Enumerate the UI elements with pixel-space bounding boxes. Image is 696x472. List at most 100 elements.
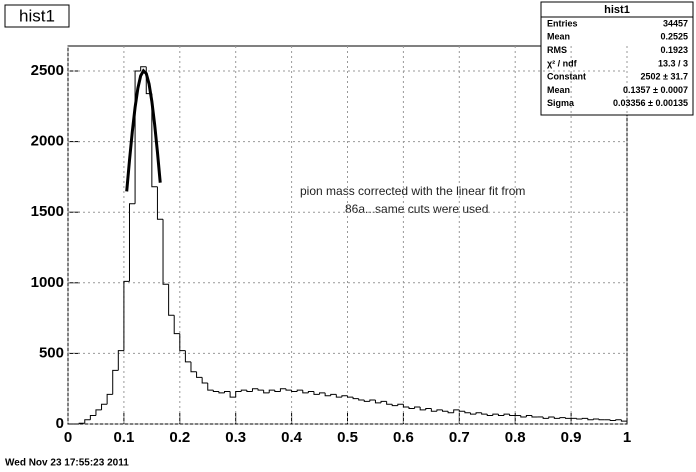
x-tick-label: 0.5 bbox=[337, 429, 358, 446]
x-tick-label: 0.8 bbox=[505, 429, 526, 446]
histogram-bin bbox=[330, 393, 337, 396]
histogram-bin bbox=[408, 407, 415, 409]
histogram-bin bbox=[274, 390, 281, 393]
histogram-bin bbox=[117, 350, 124, 371]
histogram-bin bbox=[447, 411, 454, 414]
stats-value: 2502 ± 31.7 bbox=[641, 72, 688, 82]
histogram-bin bbox=[279, 388, 287, 392]
histogram-bin bbox=[453, 409, 460, 413]
histogram-bin bbox=[190, 361, 197, 373]
stats-label: Mean bbox=[547, 85, 570, 95]
histogram-bin bbox=[207, 383, 214, 391]
histogram-bin bbox=[84, 419, 91, 424]
histogram-bin bbox=[302, 390, 309, 394]
x-tick-label: 0.6 bbox=[393, 429, 414, 446]
histogram-bin bbox=[486, 414, 493, 417]
histogram-bin bbox=[335, 394, 342, 398]
histogram-bin bbox=[162, 219, 169, 285]
stats-label: Constant bbox=[547, 72, 586, 82]
y-tick-label: 1500 bbox=[31, 203, 64, 220]
stats-label: RMS bbox=[547, 45, 567, 55]
histogram-bin bbox=[251, 388, 259, 392]
histogram-bin bbox=[358, 398, 365, 401]
stats-value: 0.1923 bbox=[660, 45, 688, 55]
stats-title: hist1 bbox=[604, 4, 630, 16]
x-tick-label: 0.1 bbox=[113, 429, 134, 446]
stats-label: Entries bbox=[547, 18, 578, 28]
histogram-bin bbox=[481, 412, 488, 415]
chart-title: hist1 bbox=[19, 6, 55, 25]
histogram-bin bbox=[341, 395, 348, 398]
histogram-bin bbox=[173, 315, 180, 335]
stats-value: 34457 bbox=[663, 18, 688, 28]
histogram-bin bbox=[224, 391, 231, 393]
histogram-bin bbox=[101, 403, 108, 410]
histogram-bin bbox=[324, 392, 331, 397]
histogram-bin bbox=[235, 391, 242, 398]
histogram-bin bbox=[257, 388, 264, 391]
x-tick-label: 0.2 bbox=[169, 429, 190, 446]
histogram-bin bbox=[576, 418, 583, 420]
histogram-bin bbox=[78, 422, 85, 424]
histogram-bin bbox=[296, 389, 303, 392]
histogram-bin bbox=[620, 419, 628, 424]
histogram-bin bbox=[263, 390, 270, 394]
stats-box bbox=[540, 1, 694, 116]
histogram-bin bbox=[397, 403, 404, 406]
x-tick-label: 0.4 bbox=[281, 429, 303, 446]
stats-label: Sigma bbox=[547, 98, 575, 108]
histogram-bin bbox=[196, 371, 203, 378]
y-tick-label: 1000 bbox=[31, 274, 64, 291]
histogram-bin bbox=[347, 395, 354, 398]
histogram-bin bbox=[168, 284, 175, 316]
histogram-bin bbox=[128, 203, 136, 282]
histogram-bin bbox=[285, 388, 292, 391]
title-box bbox=[4, 4, 70, 28]
histogram-bin bbox=[492, 413, 499, 416]
histogram-bin bbox=[268, 389, 275, 393]
histogram-bin bbox=[246, 390, 253, 393]
histogram-bin bbox=[89, 415, 96, 420]
fit-curve bbox=[125, 68, 162, 192]
histogram-bin bbox=[592, 418, 600, 420]
histogram-bin bbox=[430, 408, 437, 412]
histogram-bin bbox=[565, 417, 572, 419]
y-tick-label: 2000 bbox=[31, 133, 64, 150]
histogram-bin bbox=[542, 416, 549, 419]
x-tick-label: 0.3 bbox=[225, 429, 246, 446]
x-tick-label: 0 bbox=[64, 429, 72, 446]
annotation: 86a...same cuts were used bbox=[345, 202, 488, 216]
histogram-bin bbox=[374, 399, 382, 404]
histogram-bin bbox=[442, 409, 449, 412]
histogram-bin bbox=[229, 391, 236, 398]
histogram-bin bbox=[548, 416, 555, 419]
histogram-bin bbox=[240, 389, 247, 392]
x-tick-label: 1 bbox=[623, 429, 631, 446]
histogram-bin bbox=[587, 418, 594, 421]
histogram-bin bbox=[609, 419, 616, 421]
histogram-bin bbox=[436, 409, 443, 412]
histogram-bin bbox=[425, 407, 432, 410]
histogram-bin bbox=[140, 66, 147, 71]
stats-value: 0.2525 bbox=[660, 32, 688, 42]
stats-value: 0.03356 ± 0.00135 bbox=[613, 98, 688, 108]
stats-label: Mean bbox=[547, 32, 570, 42]
histogram-bin bbox=[531, 415, 538, 418]
histogram-bin bbox=[458, 409, 465, 412]
histogram-bin bbox=[615, 419, 622, 421]
histogram-bin bbox=[212, 390, 219, 393]
x-tick-label: 0.9 bbox=[561, 429, 582, 446]
histogram-bin bbox=[123, 280, 130, 351]
histogram-bin bbox=[134, 70, 141, 204]
histogram-bin bbox=[464, 411, 471, 414]
histogram-bin bbox=[319, 392, 326, 395]
histogram-bin bbox=[95, 409, 102, 416]
footer-date: Wed Nov 23 17:55:23 2011 bbox=[5, 458, 129, 469]
histogram-bin bbox=[414, 406, 421, 409]
histogram-bin bbox=[352, 397, 359, 400]
histogram-bin bbox=[553, 416, 560, 419]
histogram-bin bbox=[363, 399, 370, 402]
y-tick-label: 2500 bbox=[31, 62, 64, 79]
x-tick-label: 0.7 bbox=[449, 429, 470, 446]
